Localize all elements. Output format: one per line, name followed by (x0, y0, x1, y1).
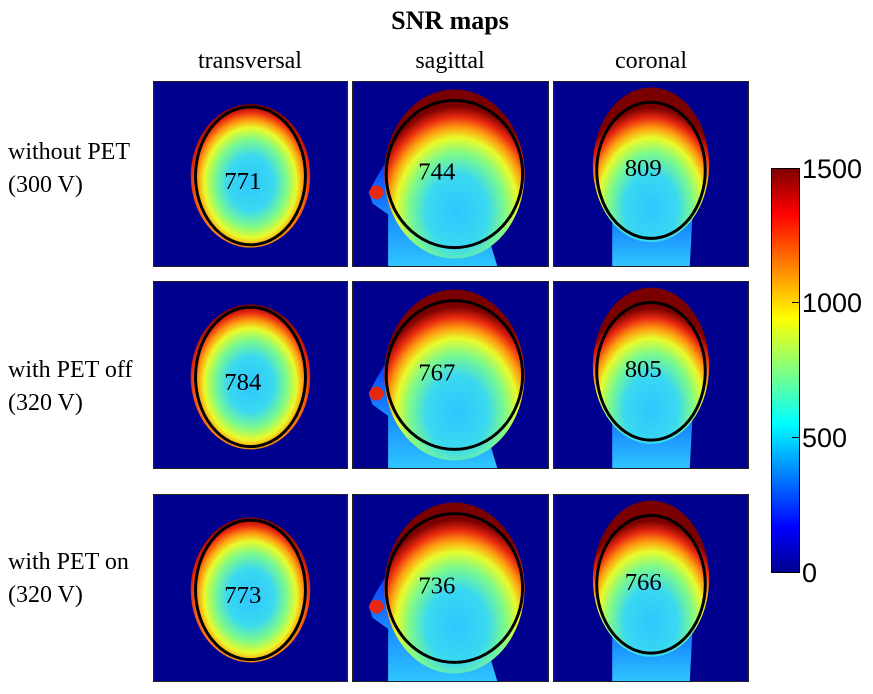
row-label-line2: (320 V) (8, 582, 83, 608)
head-tissue (592, 287, 710, 444)
figure-title: SNR maps (391, 6, 509, 35)
head-tissue (384, 89, 525, 259)
snr-map-transversal: 773 (153, 494, 348, 682)
row-label-line1: with PET on (8, 549, 129, 575)
head-tissue (592, 500, 710, 657)
nose-region (369, 386, 384, 401)
nose-region (369, 599, 384, 614)
column-label-coronal: coronal (615, 48, 687, 74)
roi-outline (595, 100, 707, 240)
snr-map-coronal: 805 (553, 281, 749, 469)
row-label-without-pet: without PET (300 V) (8, 136, 130, 202)
head-tissue (190, 517, 311, 663)
snr-map-sagittal: 744 (352, 81, 549, 267)
colorbar-tick-mark (792, 437, 800, 438)
colorbar-tick-mark (792, 302, 800, 303)
mean-snr-value: 736 (418, 573, 455, 600)
roi-outline (384, 98, 525, 250)
column-label-transversal: transversal (198, 48, 302, 74)
row-label-line1: with PET off (8, 357, 133, 383)
mean-snr-value: 805 (625, 356, 662, 383)
mean-snr-value: 809 (625, 155, 662, 182)
roi-outline (194, 305, 307, 449)
snr-map-sagittal: 767 (352, 281, 549, 469)
mean-snr-value: 766 (625, 569, 662, 596)
colorbar (771, 168, 800, 573)
row-label-line1: without PET (8, 139, 131, 165)
snr-map-transversal: 771 (153, 81, 348, 267)
mean-snr-value: 767 (418, 360, 455, 387)
mean-snr-value: 771 (224, 168, 261, 195)
row-label-with-pet-off: with PET off (320 V) (8, 354, 132, 420)
roi-outline (384, 299, 525, 451)
roi-outline (194, 518, 307, 662)
head-tissue (190, 104, 311, 248)
mean-snr-value: 744 (418, 159, 455, 186)
mean-snr-value: 784 (224, 369, 261, 396)
roi-outline (194, 105, 307, 247)
colorbar-tick-label: 1000 (802, 288, 863, 318)
row-label-with-pet-on: with PET on (320 V) (8, 546, 129, 612)
snr-map-transversal: 784 (153, 281, 348, 469)
colorbar-tick-mark (792, 168, 800, 169)
snr-map-sagittal: 736 (352, 494, 549, 682)
roi-outline (595, 300, 707, 442)
roi-outline (384, 512, 525, 664)
row-label-line2: (320 V) (8, 390, 83, 416)
colorbar-tick-label: 0 (802, 558, 818, 588)
nose-region (369, 185, 384, 200)
head-tissue (384, 289, 525, 461)
snr-map-coronal: 766 (553, 494, 749, 682)
column-label-sagittal: sagittal (415, 48, 485, 74)
roi-outline (595, 513, 707, 655)
colorbar-tick-mark (792, 572, 800, 573)
snr-map-coronal: 809 (553, 81, 749, 267)
head-tissue (384, 502, 525, 674)
head-tissue (190, 304, 311, 450)
colorbar-tick-label: 500 (802, 423, 848, 453)
colorbar-tick-label: 1500 (802, 154, 863, 184)
row-label-line2: (300 V) (8, 172, 83, 198)
head-tissue (592, 87, 710, 243)
mean-snr-value: 773 (224, 582, 261, 609)
